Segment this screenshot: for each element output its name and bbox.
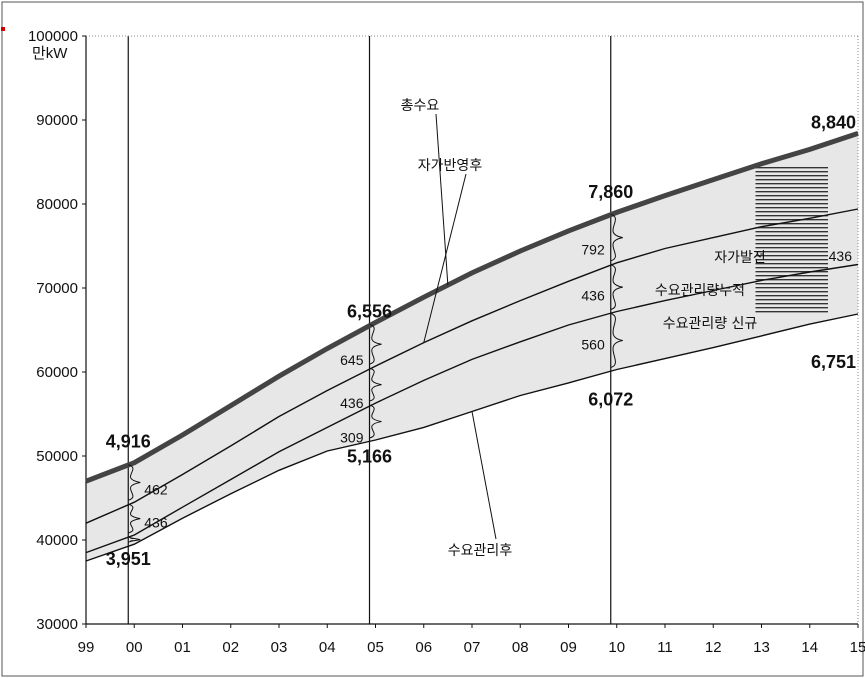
year-markers bbox=[127, 36, 612, 624]
x-tick-label: 11 bbox=[657, 639, 673, 656]
x-tick-label: 07 bbox=[464, 639, 481, 656]
shaded-bands bbox=[86, 133, 858, 561]
x-tick-label: 04 bbox=[319, 639, 336, 656]
value-label: 5,166 bbox=[347, 447, 392, 467]
y-tick-label: 100000 bbox=[28, 28, 78, 45]
gap-brace bbox=[369, 323, 382, 365]
chart-labels: 4,916 3,951 6,556 5,166 7,860 6,072 8,840 6,751… bbox=[106, 98, 856, 569]
x-tick-label: 05 bbox=[367, 639, 384, 656]
value-label: 6,556 bbox=[347, 301, 392, 321]
value-label: 8,840 bbox=[811, 112, 856, 132]
gap-label: 462 bbox=[144, 482, 168, 498]
x-tick-label: 09 bbox=[560, 639, 577, 656]
x-tick-label: 12 bbox=[705, 639, 722, 656]
annotation-label: 수요관리후 bbox=[448, 543, 513, 559]
gap-label: 309 bbox=[340, 430, 364, 446]
value-label: 6,072 bbox=[588, 390, 633, 410]
hatched-region bbox=[755, 167, 828, 313]
y-tick-label: 70000 bbox=[36, 280, 78, 297]
annotation-label: 수요관리량 신규 bbox=[663, 316, 758, 332]
x-tick-label: 02 bbox=[222, 639, 239, 656]
annotation-label: 총수요 bbox=[401, 98, 440, 114]
series-line-3 bbox=[85, 263, 859, 554]
series-line-1 bbox=[85, 131, 859, 484]
gap-brace bbox=[369, 367, 382, 402]
y-tick-label: 40000 bbox=[36, 532, 78, 549]
annotation-label: 수요관리량누적 bbox=[655, 283, 745, 299]
x-tick-label: 08 bbox=[512, 639, 529, 656]
gap-brace bbox=[610, 313, 623, 368]
y-tick-label: 50000 bbox=[36, 448, 78, 465]
gap-label: 645 bbox=[340, 352, 364, 368]
gap-brace bbox=[369, 404, 382, 439]
y-tick-label: 30000 bbox=[36, 616, 78, 633]
gap-label: 792 bbox=[581, 241, 605, 257]
annotation-leader bbox=[435, 113, 449, 286]
y-tick-label: 80000 bbox=[36, 196, 78, 213]
series-line-2 bbox=[85, 208, 859, 524]
x-tick-label: 00 bbox=[126, 639, 143, 656]
annotation-leader bbox=[471, 411, 497, 540]
axes: 3000040000500006000070000800009000010000… bbox=[28, 28, 865, 656]
gap-label: 436 bbox=[144, 514, 168, 530]
y-tick-label: 90000 bbox=[36, 112, 78, 129]
gap-brace bbox=[610, 213, 623, 262]
x-tick-label: 01 bbox=[174, 639, 191, 656]
x-tick-label: 10 bbox=[608, 639, 625, 656]
x-tick-label: 14 bbox=[801, 639, 818, 656]
annotation-label: 자가반영후 bbox=[418, 158, 483, 174]
annotation-leader bbox=[423, 173, 467, 343]
x-tick-label: 15 bbox=[850, 639, 865, 656]
x-tick-label: 03 bbox=[271, 639, 288, 656]
corner-mark bbox=[1, 27, 5, 31]
gap-label: 436 bbox=[581, 288, 605, 304]
x-tick-label: 06 bbox=[415, 639, 432, 656]
gap-label: 436 bbox=[340, 395, 364, 411]
value-label: 6,751 bbox=[811, 352, 856, 372]
value-label: 7,860 bbox=[588, 182, 633, 202]
value-label: 3,951 bbox=[106, 549, 151, 569]
x-tick-label: 13 bbox=[753, 639, 770, 656]
gap-label: 436 bbox=[829, 248, 853, 264]
gap-brace bbox=[610, 264, 623, 311]
value-label: 4,916 bbox=[106, 432, 151, 452]
shaded-band bbox=[86, 133, 858, 561]
y-axis-label: 만kW bbox=[32, 45, 68, 62]
gap-label: 560 bbox=[581, 336, 605, 352]
x-tick-label: 99 bbox=[78, 639, 95, 656]
gap-brace bbox=[128, 464, 141, 501]
annotation-label: 자가발전 bbox=[714, 250, 766, 266]
gap-braces bbox=[128, 213, 623, 543]
gap-brace bbox=[128, 503, 141, 534]
gap-brace bbox=[128, 536, 141, 543]
y-tick-label: 60000 bbox=[36, 364, 78, 381]
